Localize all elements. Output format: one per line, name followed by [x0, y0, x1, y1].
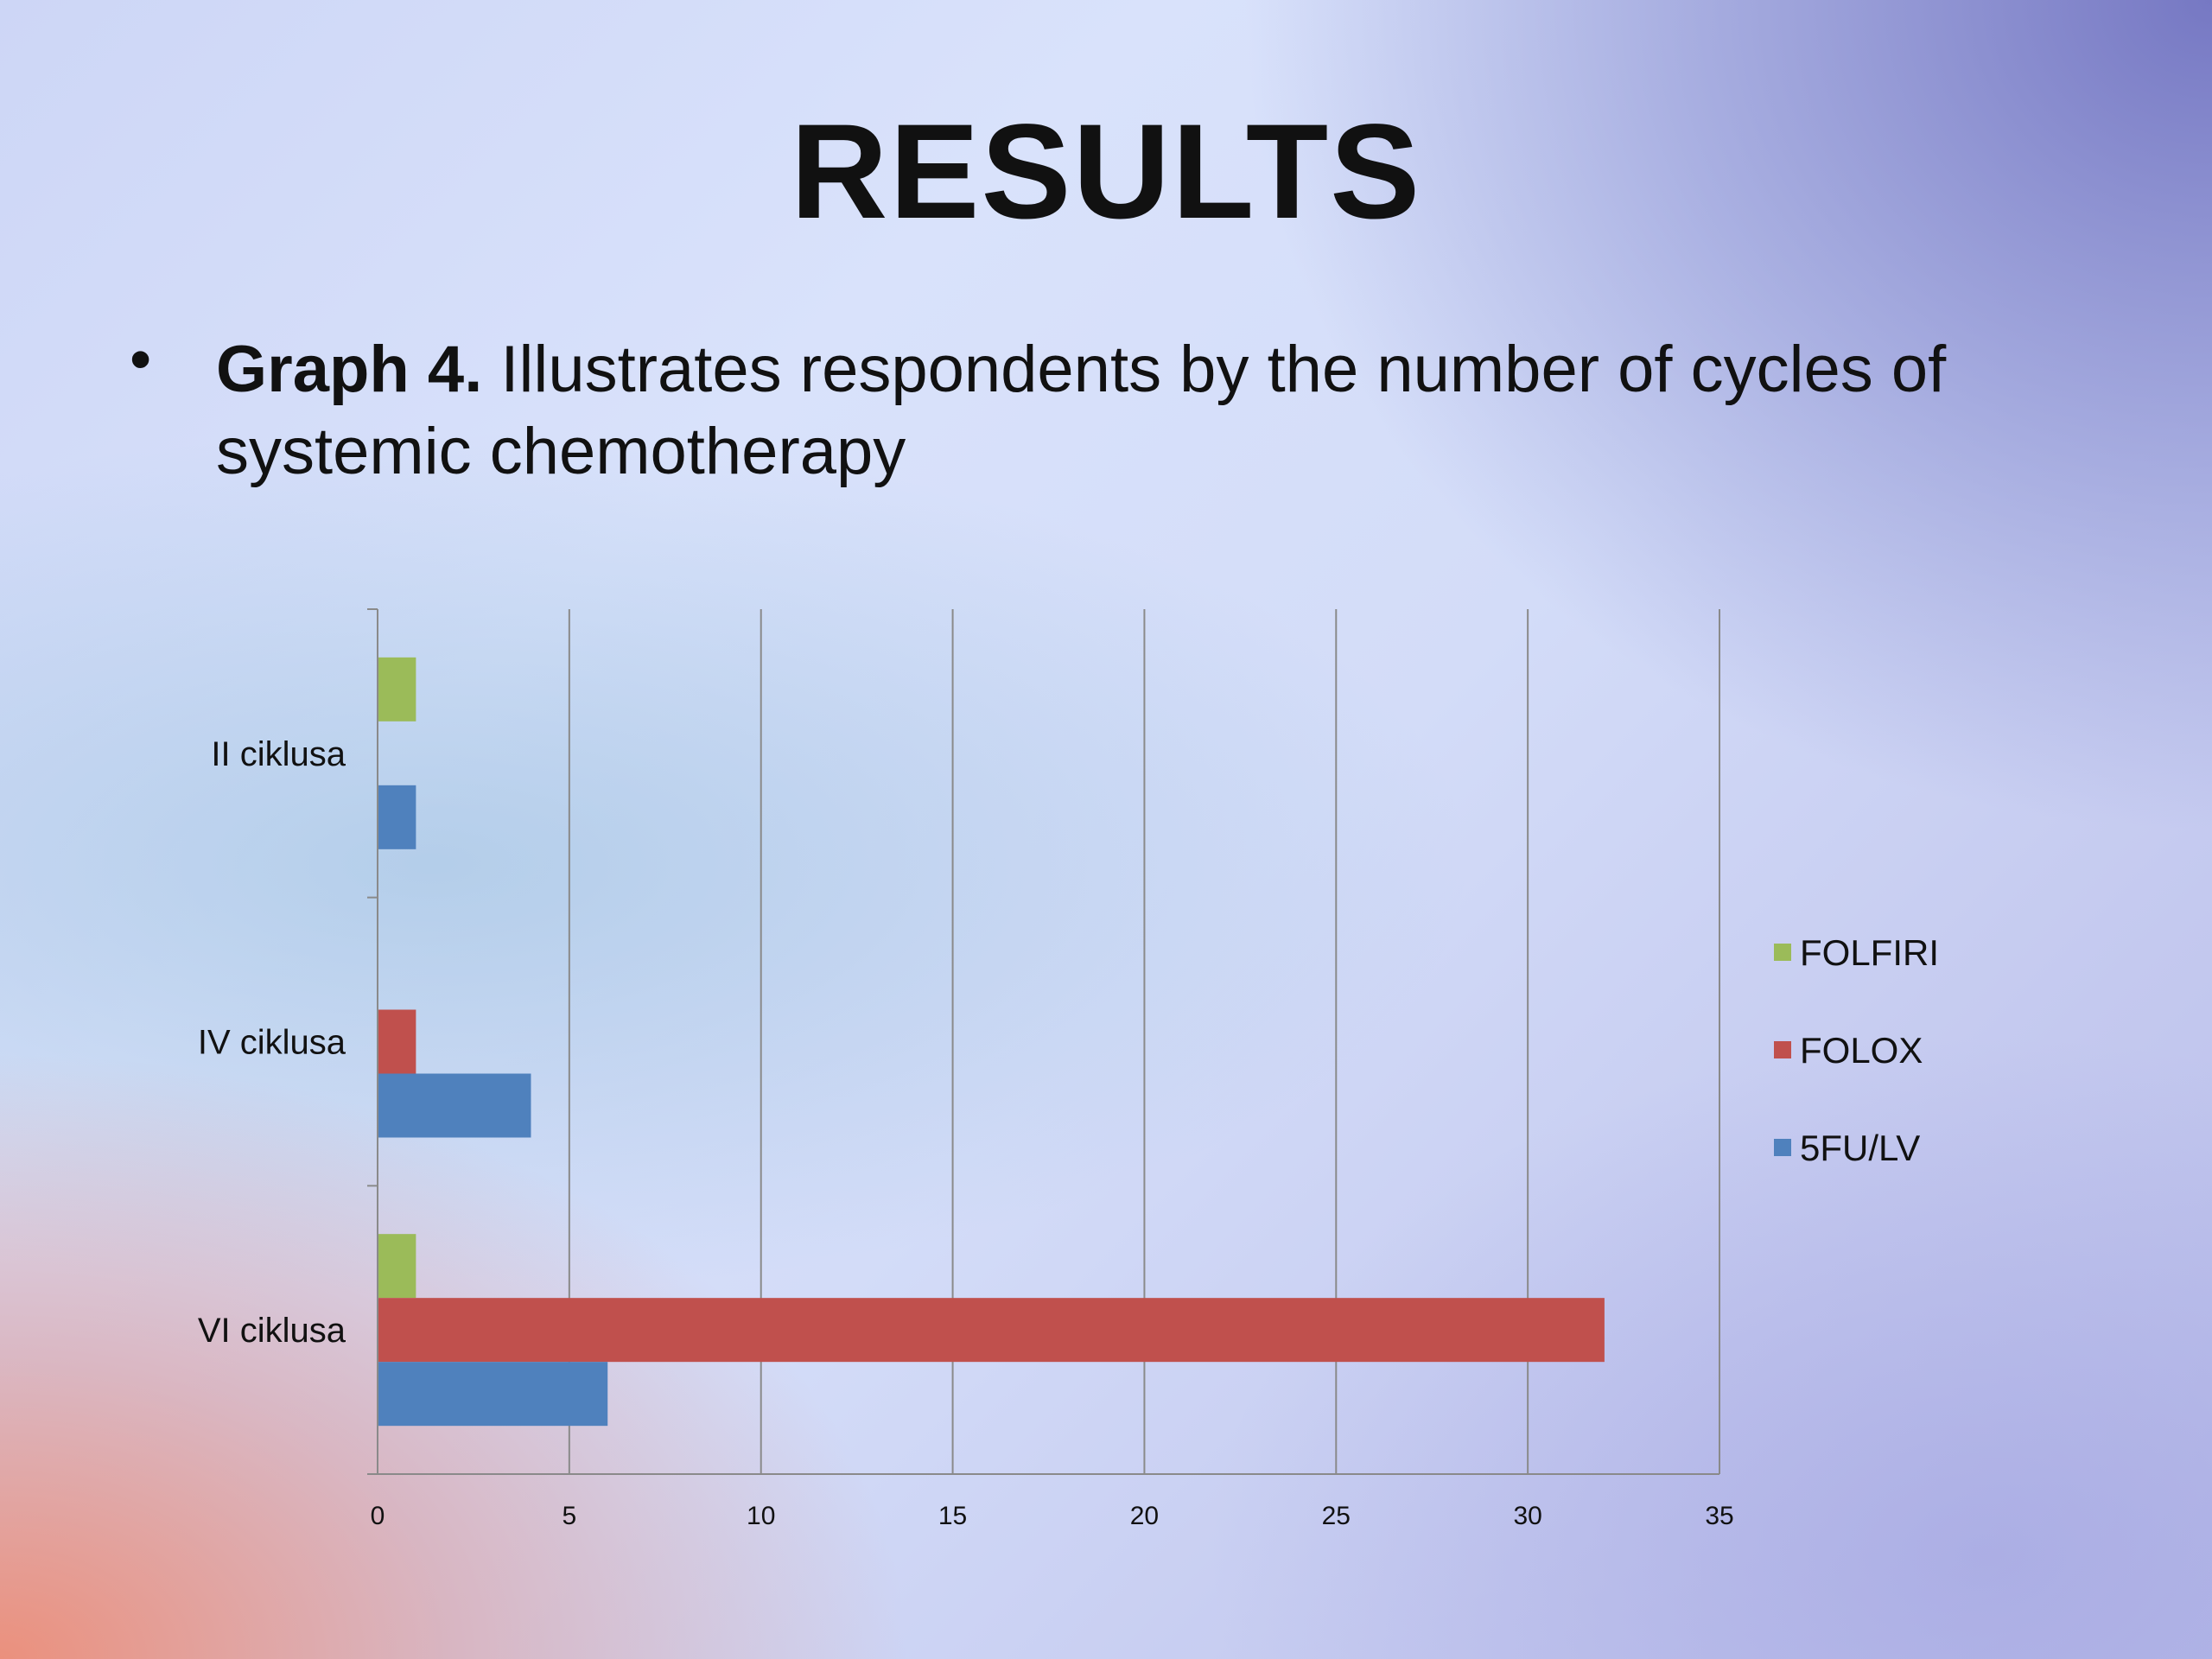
subtitle-text: Illustrates respondents by the number of…	[216, 333, 1947, 488]
bar-folfiri-0	[378, 657, 416, 721]
category-label: VI ciklusa	[198, 1312, 346, 1350]
bar-folfiri-2	[378, 1234, 416, 1299]
x-tick-label: 20	[1130, 1502, 1159, 1530]
category-label: II ciklusa	[211, 735, 346, 773]
slide-title: RESULTS	[790, 97, 1422, 247]
bar-5fu-lv-0	[378, 785, 416, 849]
legend-label: 5FU/LV	[1800, 1128, 1920, 1168]
x-tick-label: 25	[1322, 1502, 1351, 1530]
x-tick-label: 5	[563, 1502, 577, 1530]
x-tick-label: 30	[1513, 1502, 1541, 1530]
legend-swatch	[1774, 1139, 1791, 1156]
bar-folox-1	[378, 1009, 416, 1074]
tick-labels: 0 5 10 15 20 25 30 35	[371, 1502, 1734, 1530]
x-tick-label: 35	[1705, 1502, 1733, 1530]
legend-swatch	[1774, 944, 1791, 961]
x-tick-label: 0	[371, 1502, 385, 1530]
bullet-marker: •	[130, 325, 152, 394]
x-tick-label: 10	[747, 1502, 775, 1530]
bar-5fu-lv-1	[378, 1073, 531, 1138]
subtitle-bold: Graph 4.	[216, 333, 483, 406]
bars	[378, 657, 1605, 1427]
legend: FOLFIRI FOLOX 5FU/LV	[1774, 932, 1939, 1168]
x-tick-label: 15	[938, 1502, 967, 1530]
legend-label: FOLFIRI	[1800, 932, 1939, 973]
slide-subtitle: Graph 4. Illustrates respondents by the …	[216, 328, 2074, 493]
bar-5fu-lv-2	[378, 1362, 608, 1427]
category-labels: II ciklusa IV ciklusa VI ciklusa	[198, 735, 346, 1350]
grid-lines	[568, 609, 1720, 1474]
legend-swatch	[1774, 1041, 1791, 1058]
category-label: IV ciklusa	[198, 1024, 346, 1062]
bar-folox-2	[378, 1298, 1605, 1363]
legend-label: FOLOX	[1800, 1030, 1923, 1071]
axes	[367, 608, 1719, 1475]
